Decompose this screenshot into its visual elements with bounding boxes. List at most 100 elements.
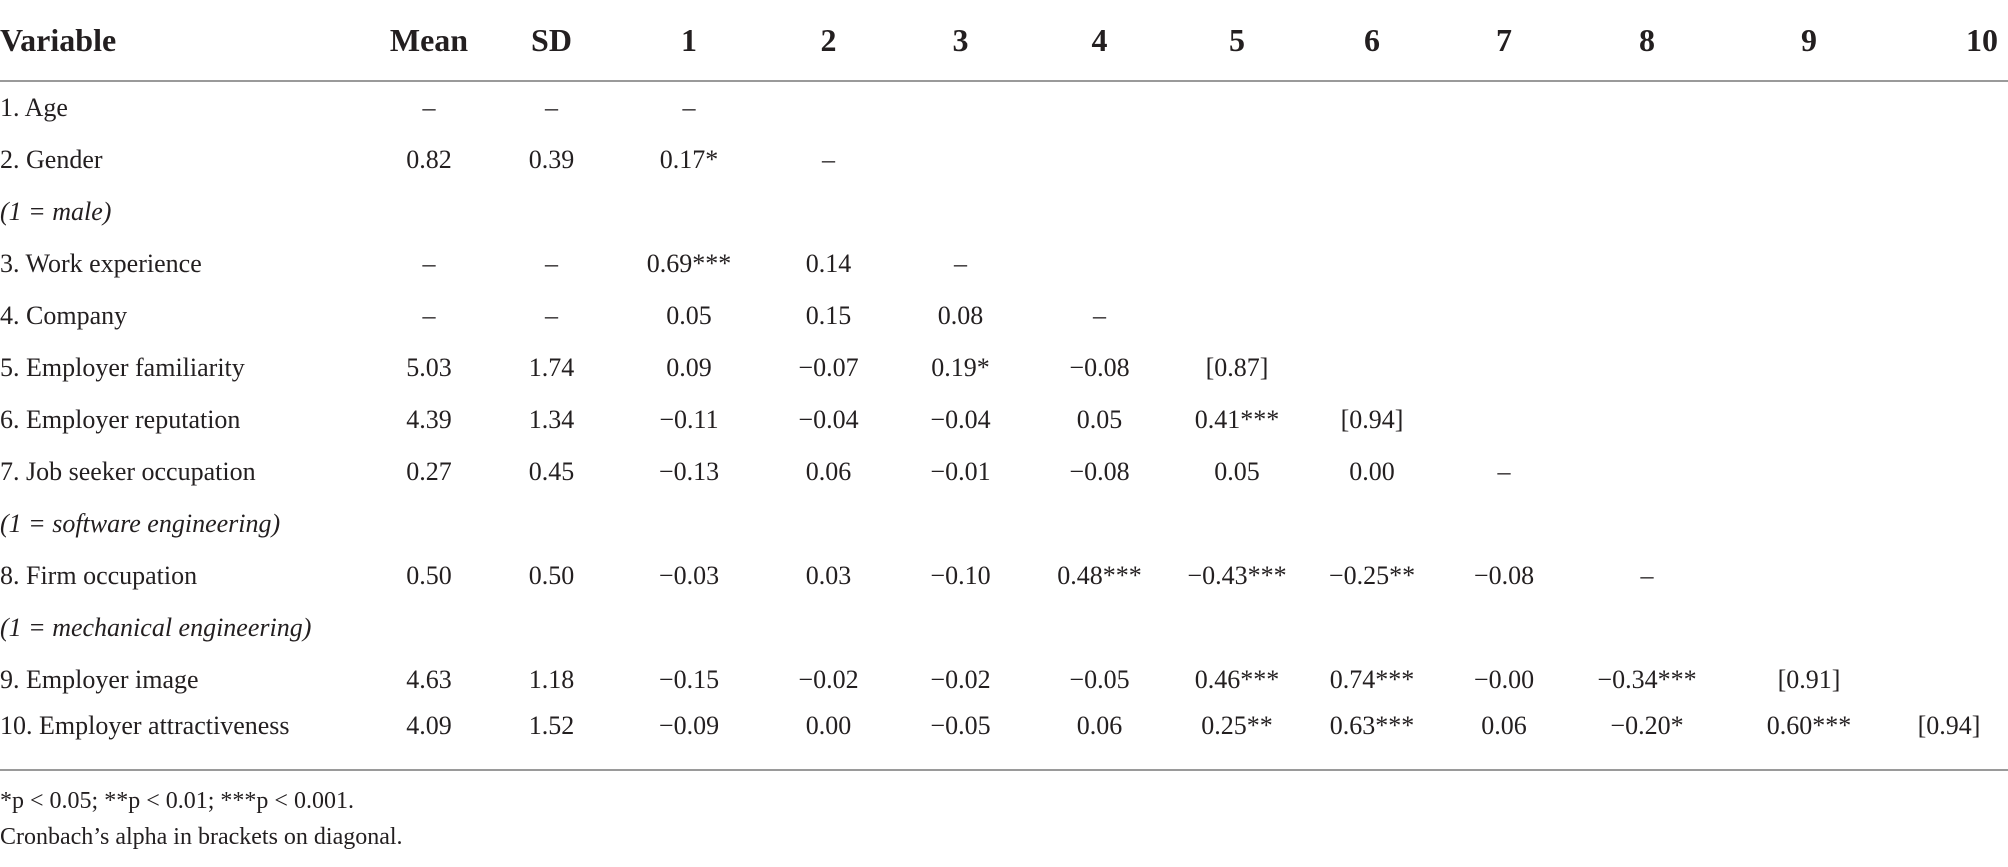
table-cell — [894, 602, 1027, 654]
table-row: 2. Gender 0.82 0.39 0.17* – — [0, 134, 2008, 186]
table-cell — [1302, 290, 1442, 342]
row-label: (1 = mechanical engineering) — [0, 613, 312, 642]
table-cell: 0.05 — [1076, 405, 1123, 434]
table-cell — [1566, 186, 1728, 238]
table-cell — [1890, 394, 2008, 446]
table-cell: – — [682, 93, 696, 122]
table-cell — [1890, 498, 2008, 550]
table-cell — [1172, 238, 1302, 290]
table-cell — [894, 81, 1027, 134]
table-cell: 0.05 — [1214, 457, 1260, 486]
table-body: 1. Age – – – 2. Gender 0.82 0.39 0.17* – (1 = mal… — [0, 81, 2008, 771]
table-cell: 0.17* — [659, 145, 719, 174]
table-cell: – — [422, 301, 436, 330]
table-cell — [1890, 342, 2008, 394]
table-cell — [1172, 81, 1302, 134]
table-cell: [0.94] — [1890, 706, 2008, 771]
table-cell: −0.02 — [930, 665, 991, 694]
table-row: 10. Employer attractiveness 4.09 1.52 −0.09… — [0, 706, 2008, 771]
table-cell: 4.39 — [406, 405, 452, 434]
table-cell — [1566, 446, 1728, 498]
table-cell: −0.03 — [658, 561, 720, 590]
table-cell: 0.00 — [1349, 457, 1395, 486]
table-cell — [1728, 342, 1890, 394]
table-cell — [1728, 498, 1890, 550]
table-cell: −0.02 — [798, 665, 859, 694]
table-cell: −0.05 — [1069, 665, 1130, 694]
table-cell — [1172, 498, 1302, 550]
table-cell — [1172, 290, 1302, 342]
correlation-table: Variable Mean SD 1 2 3 4 5 6 7 8 9 10 1. Age – – –2. Ge… — [0, 0, 2008, 771]
header-variable: Variable — [0, 0, 370, 82]
table-cell: −0.13 — [658, 457, 720, 486]
table-cell — [1302, 342, 1442, 394]
table-cell — [763, 498, 894, 550]
table-cell: 0.63*** — [1302, 706, 1442, 771]
table-cell: 0.09 — [666, 353, 712, 382]
row-label: (1 = software engineering) — [0, 509, 281, 538]
table-cell — [763, 81, 894, 134]
table-cell: 0.06 — [1027, 706, 1172, 771]
table-cell: −0.08 — [1069, 457, 1130, 486]
table-cell: −0.34*** — [1597, 665, 1697, 694]
table-cell — [1566, 498, 1728, 550]
table-cell: 5.03 — [406, 353, 452, 382]
table-cell: – — [545, 301, 558, 330]
table-cell: 0.05 — [666, 301, 712, 330]
table-cell — [1302, 602, 1442, 654]
table-cell: 0.06 — [805, 457, 852, 486]
table-cell — [1728, 394, 1890, 446]
table-cell — [1442, 134, 1566, 186]
table-cell: −0.04 — [930, 405, 991, 434]
table-row: 6. Employer reputation 4.39 1.34 −0.11 −0.04… — [0, 394, 2008, 446]
table-cell: 0.41*** — [1194, 405, 1280, 434]
table-cell: −0.01 — [930, 457, 991, 486]
table-cell — [615, 186, 763, 238]
table-cell — [370, 602, 488, 654]
table-cell: −0.07 — [798, 353, 859, 382]
table-cell: 1.18 — [528, 665, 575, 694]
table-row: 3. Work experience – – 0.69*** 0.14 – — [0, 238, 2008, 290]
header-row: Variable Mean SD 1 2 3 4 5 6 7 8 9 10 — [0, 0, 2008, 82]
table-cell — [1442, 602, 1566, 654]
table-cell — [1027, 238, 1172, 290]
row-label: 2. Gender — [0, 145, 103, 174]
table-cell — [1027, 186, 1172, 238]
table-cell — [1027, 134, 1172, 186]
header-col-7: 5 — [1172, 0, 1302, 82]
table-cell: −0.15 — [658, 665, 720, 694]
table-cell: −0.04 — [798, 405, 859, 434]
row-label: 10. Employer attractiveness — [0, 706, 370, 771]
table-cell: −0.20* — [1566, 706, 1728, 771]
table-cell — [1442, 290, 1566, 342]
table-cell — [1728, 550, 1890, 602]
table-cell — [763, 186, 894, 238]
table-cell — [1728, 81, 1890, 134]
table-cell — [1890, 186, 2008, 238]
table-row-note: (1 = male) — [0, 186, 2008, 238]
header-col-11: 9 — [1728, 0, 1890, 82]
header-col-1: Mean — [370, 0, 488, 82]
table-cell: −0.05 — [894, 706, 1027, 771]
table-cell: – — [954, 249, 967, 278]
table-cell: 0.14 — [805, 249, 852, 278]
table-cell: – — [1640, 561, 1654, 590]
table-cell: 0.39 — [528, 145, 575, 174]
table-cell: 0.15 — [805, 301, 852, 330]
table-cell: 4.63 — [406, 665, 452, 694]
table-cell — [1728, 186, 1890, 238]
table-cell: 0.25** — [1172, 706, 1302, 771]
table-cell: 0.03 — [805, 561, 852, 590]
table-row: 7. Job seeker occupation 0.27 0.45 −0.13 0.0… — [0, 446, 2008, 498]
table-cell: – — [1093, 301, 1106, 330]
table-cell: – — [422, 249, 436, 278]
header-col-3: 1 — [615, 0, 763, 82]
header-col-12: 10 — [1890, 0, 2008, 82]
table-cell: 0.19* — [931, 353, 990, 382]
table-cell: – — [545, 93, 558, 122]
table-cell — [1302, 134, 1442, 186]
table-cell — [1566, 134, 1728, 186]
table-cell — [1728, 602, 1890, 654]
table-row: 1. Age – – – — [0, 81, 2008, 134]
